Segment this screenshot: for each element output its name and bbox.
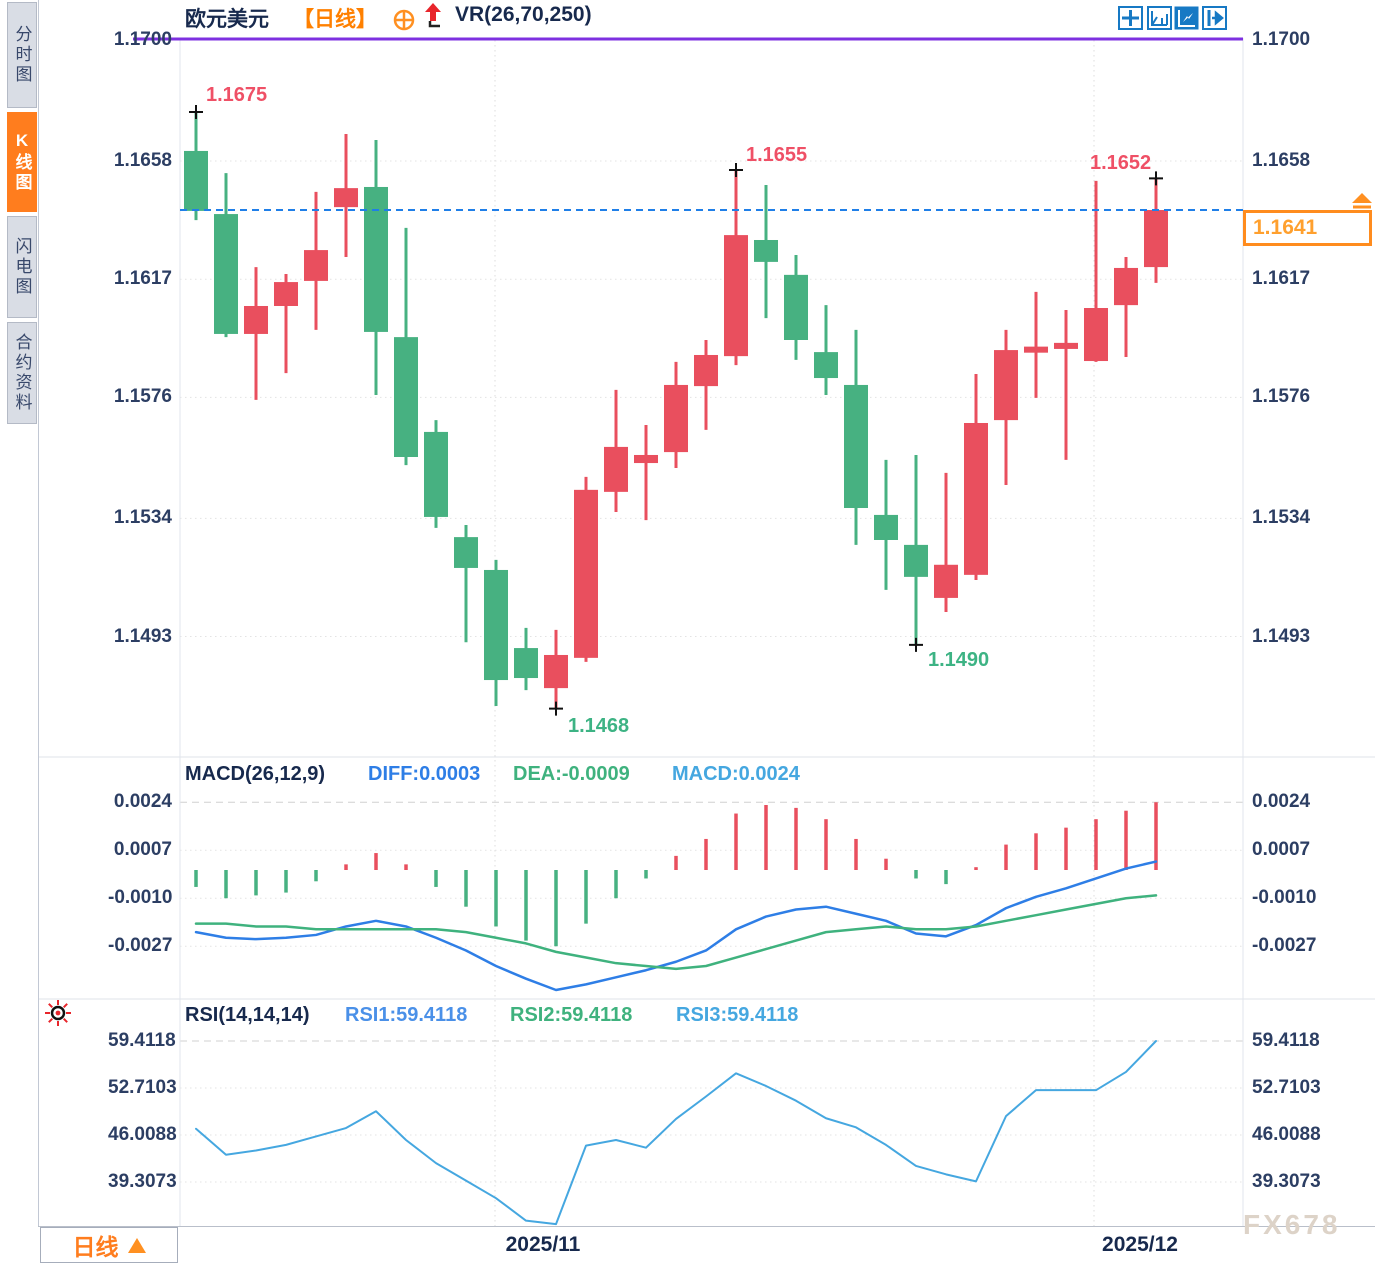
current-price-tag: 1.1641: [1243, 210, 1372, 246]
time-axis-label-nov: 2025/11: [505, 1233, 581, 1256]
extreme-plus-marker: [729, 162, 743, 177]
symbol-title: 欧元美元: [185, 8, 269, 31]
watermark: FX678: [1243, 1209, 1341, 1240]
period-tag: 【日线】: [293, 8, 377, 31]
candle-body: [364, 186, 388, 332]
candle-body: [574, 489, 598, 658]
extreme-plus-marker: [909, 637, 923, 652]
target-crosshair-icon[interactable]: [393, 9, 415, 31]
candle-body: [214, 214, 238, 334]
candle-body: [304, 250, 328, 281]
candle-body: [994, 350, 1018, 421]
period-selector-button[interactable]: 日线: [40, 1227, 178, 1263]
candle-body: [964, 422, 988, 575]
pan-right-tool-icon[interactable]: [1202, 6, 1227, 30]
macd-dea-value: DEA:-0.0009: [513, 763, 630, 785]
rsi-title: RSI(14,14,14): [185, 1004, 310, 1026]
sidebar-tab-4[interactable]: 合约资料: [7, 322, 37, 424]
sidebar-tab-1[interactable]: 分时图: [7, 2, 37, 108]
candle-body: [484, 569, 508, 681]
price-up-marker-icon: [1352, 193, 1372, 209]
rsi3-value: RSI3:59.4118: [676, 1004, 799, 1026]
macd-diff-value: DIFF:0.0003: [368, 763, 481, 785]
candle-body: [544, 654, 568, 689]
candle-body: [934, 564, 958, 598]
candle-body: [1144, 210, 1168, 268]
candle-body: [244, 305, 268, 334]
candle-body: [1114, 267, 1138, 306]
extreme-plus-marker: [189, 105, 203, 120]
candle-body: [784, 274, 808, 340]
candle-body: [454, 537, 478, 568]
macd-dea-line: [194, 894, 1158, 971]
extreme-plus-marker: [1149, 171, 1163, 186]
candle-body: [874, 514, 898, 540]
macd-title: MACD(26,12,9): [185, 763, 326, 785]
overlay-indicator-label: VR(26,70,250): [455, 3, 592, 26]
rsi2-value: RSI2:59.4118: [510, 1004, 633, 1026]
candle-body: [1084, 308, 1108, 362]
macd-diff-line: [194, 860, 1158, 992]
period-selector-label: 日线: [72, 1234, 119, 1260]
candle-body: [1024, 346, 1048, 353]
sidebar-tab-label: 合约资料: [12, 333, 32, 413]
indicator-settings-sun-icon[interactable]: [44, 999, 72, 1027]
up-arrow-indicator-icon[interactable]: [420, 2, 446, 29]
rsi-line: [195, 1040, 1157, 1226]
candle-body: [1054, 342, 1078, 349]
candle-body: [694, 354, 718, 387]
candle-body: [724, 235, 748, 357]
candle-body: [604, 446, 628, 492]
candle-body: [814, 352, 838, 379]
candle-body: [274, 282, 298, 306]
sidebar-tab-label: 分时图: [12, 25, 32, 85]
sidebar-tab-3[interactable]: 闪电图: [7, 216, 37, 318]
rsi1-value: RSI1:59.4118: [345, 1004, 468, 1026]
candle-body: [634, 454, 658, 464]
sidebar-tab-label: K线图: [12, 131, 32, 193]
candle-body: [514, 648, 538, 679]
candle-body: [904, 544, 928, 577]
time-axis-label-dec: 2025/12: [1102, 1233, 1178, 1256]
candle-body: [844, 384, 868, 509]
sidebar-tab-label: 闪电图: [12, 237, 32, 297]
macd-value: MACD:0.0024: [672, 763, 800, 785]
move-crosshair-tool-icon[interactable]: [1118, 6, 1143, 30]
axis-scale-tool-icon[interactable]: [1147, 6, 1172, 30]
candle-body: [424, 431, 448, 517]
candle-body: [334, 188, 358, 208]
candle-body: [754, 239, 778, 262]
candle-body: [394, 337, 418, 457]
extreme-plus-marker: [549, 701, 563, 716]
candle-body: [664, 384, 688, 453]
left-sidebar: 分时图 K线图闪电图合约资料: [0, 0, 39, 1264]
triangle-up-icon: [127, 1237, 146, 1253]
chart-type-tool-icon-active[interactable]: [1174, 6, 1199, 30]
sidebar-tab-2[interactable]: K线图: [7, 112, 37, 212]
time-axis-bar: [38, 1226, 1375, 1264]
candle-body: [184, 150, 208, 211]
